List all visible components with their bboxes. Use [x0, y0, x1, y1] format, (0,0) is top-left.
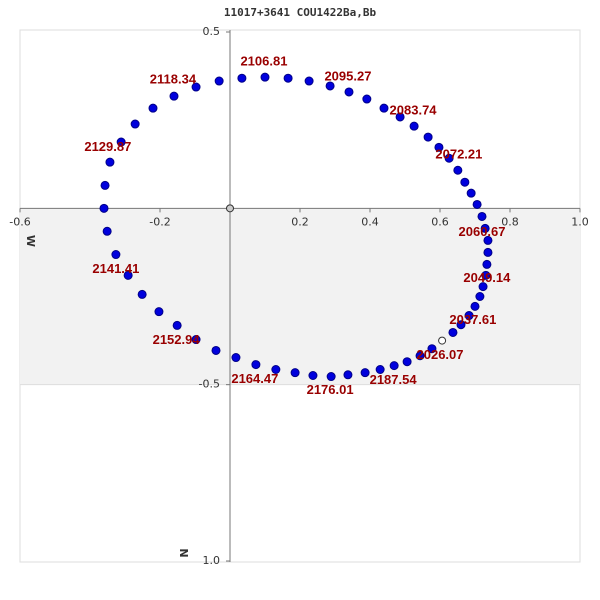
data-point	[423, 132, 433, 142]
data-point	[456, 320, 466, 330]
data-point	[100, 180, 110, 190]
x-tick-label: 0.6	[431, 215, 449, 228]
data-point	[379, 103, 389, 113]
epoch-label: 2118.34	[150, 71, 197, 86]
data-point	[360, 368, 370, 378]
x-tick-label: -0.6	[9, 215, 30, 228]
data-point	[148, 103, 158, 113]
data-point	[472, 199, 482, 209]
data-point	[172, 320, 182, 330]
data-point	[409, 121, 419, 131]
data-point	[483, 235, 493, 245]
data-point	[344, 87, 354, 97]
data-point	[477, 211, 487, 221]
chart-title: 11017+3641 COU1422Ba,Bb	[224, 6, 377, 19]
data-point	[226, 204, 234, 213]
epoch-label: 2095.27	[324, 69, 371, 84]
epoch-label: 2164.47	[231, 371, 278, 386]
data-point	[480, 223, 490, 233]
data-point	[438, 336, 447, 345]
x-tick-label: 0.4	[361, 215, 379, 228]
data-point	[214, 76, 224, 86]
epoch-label: 2152.94	[153, 332, 201, 347]
data-point	[475, 292, 485, 301]
y-axis-label: N	[177, 548, 190, 557]
data-point	[427, 344, 437, 354]
epoch-label: 2187.54	[370, 372, 418, 387]
data-point	[308, 370, 318, 380]
x-tick-label: 0.2	[291, 215, 309, 228]
data-point	[260, 72, 270, 82]
y-tick-label: 0.5	[203, 25, 221, 38]
data-point	[111, 250, 121, 260]
data-point	[325, 81, 335, 91]
y-tick-label: -0.5	[199, 378, 220, 391]
data-point	[444, 153, 454, 163]
epoch-label: 2106.81	[240, 53, 287, 68]
x-tick-label: 1.0	[571, 215, 589, 228]
epoch-label: 2129.87	[84, 139, 131, 154]
data-point	[271, 365, 281, 375]
data-point	[389, 361, 399, 371]
data-point	[251, 360, 261, 370]
data-point	[105, 157, 115, 167]
data-point	[343, 370, 353, 380]
data-point	[478, 282, 488, 292]
data-point	[448, 327, 458, 337]
data-point	[137, 289, 147, 299]
data-point	[362, 94, 372, 104]
data-point	[99, 203, 109, 213]
data-point	[211, 345, 221, 355]
data-point	[415, 351, 425, 361]
data-point	[470, 301, 480, 311]
epoch-label: 2037.61	[449, 312, 496, 327]
x-tick-label: -0.2	[149, 215, 170, 228]
data-point	[304, 76, 314, 86]
data-point	[123, 270, 133, 280]
epoch-label: 2072.21	[435, 147, 482, 162]
data-point	[482, 259, 492, 269]
data-point	[102, 226, 112, 236]
x-axis-label: W	[24, 235, 37, 247]
data-point	[375, 365, 385, 375]
epoch-label: 2141.41	[92, 261, 139, 276]
x-tick-label: 0.8	[501, 215, 519, 228]
epoch-label: 2083.74	[390, 102, 438, 117]
data-point	[130, 119, 140, 129]
data-point	[154, 307, 164, 317]
data-point	[231, 353, 241, 363]
epoch-label: 2049.14	[463, 270, 511, 285]
data-point	[402, 357, 412, 367]
epoch-label: 2026.07	[417, 347, 464, 362]
epoch-label: 2176.01	[307, 382, 354, 397]
data-point	[116, 137, 126, 147]
data-point	[290, 368, 300, 378]
data-point	[460, 177, 470, 187]
data-point	[481, 270, 491, 280]
data-point	[395, 112, 405, 122]
data-point	[453, 165, 463, 175]
data-point	[326, 372, 336, 382]
data-point	[283, 73, 293, 83]
data-point	[191, 335, 201, 345]
data-point	[434, 142, 444, 152]
data-point	[483, 247, 493, 257]
data-point	[237, 73, 247, 83]
data-point	[169, 91, 179, 101]
data-point	[466, 188, 476, 198]
y-tick-label: 1.0	[203, 554, 221, 567]
epoch-label: 2060.67	[459, 224, 506, 239]
data-point	[191, 82, 201, 92]
data-point	[464, 311, 474, 321]
